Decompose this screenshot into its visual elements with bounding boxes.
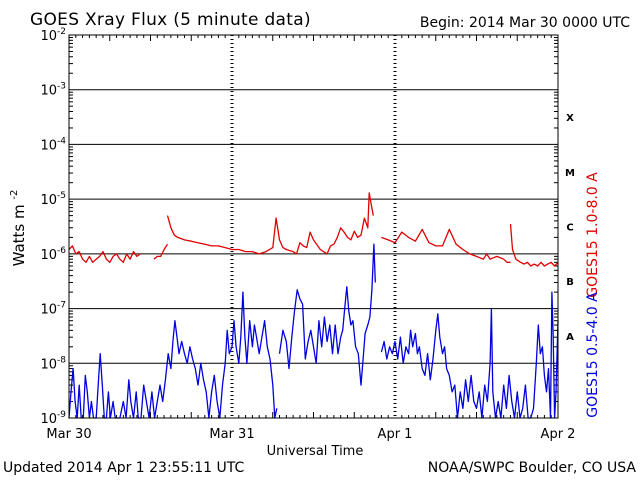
series-layer — [68, 192, 559, 419]
flare-class-label: B — [566, 277, 574, 288]
y-tick-label: 10-6 — [40, 246, 66, 263]
chart-title: GOES Xray Flux (5 minute data) — [30, 10, 311, 30]
source-credit: NOAA/SWPC Boulder, CO USA — [427, 460, 636, 476]
plot-frame — [68, 34, 559, 419]
updated-timestamp: Updated 2014 Apr 1 23:55:11 UTC — [3, 460, 245, 476]
day-separators — [75, 35, 552, 418]
begin-time-label: Begin: 2014 Mar 30 0000 UTC — [419, 15, 630, 31]
long-channel-line — [509, 224, 559, 267]
y-tick-labels: 10-2 10-3 10-4 10-5 10-6 10-7 10-8 10-9 — [40, 27, 66, 427]
y-axis-label-exponent: -2 — [9, 190, 20, 200]
long-channel-line — [153, 243, 169, 260]
long-channel-line — [68, 245, 141, 263]
flare-class-label: A — [566, 332, 574, 343]
flare-class-label: C — [566, 223, 573, 234]
long-channel-line — [166, 192, 374, 255]
x-tick-label: Apr 1 — [378, 427, 413, 442]
x-tick-labels: Mar 30 Mar 31 Apr 1 Apr 2 — [46, 427, 575, 442]
legend-long-channel: GOES15 1.0-8.0 A — [585, 172, 601, 298]
x-tick-label: Mar 30 — [46, 427, 91, 442]
y-tick-label: 10-5 — [40, 191, 66, 208]
x-tick-label: Apr 2 — [541, 427, 576, 442]
flare-class-label: X — [566, 113, 574, 124]
y-tick-label: 10-8 — [40, 355, 66, 372]
y-tick-label: 10-3 — [40, 82, 66, 99]
short-channel-line — [380, 291, 559, 419]
long-channel-line — [381, 228, 511, 263]
y-axis-label: Watts m -2 — [9, 190, 28, 267]
grid — [69, 37, 558, 403]
legend-short-channel: GOES15 0.5-4.0 A — [585, 292, 601, 418]
x-axis-label: Universal Time — [267, 444, 364, 459]
y-tick-label: 10-9 — [40, 410, 66, 427]
x-tick-label: Mar 31 — [209, 427, 254, 442]
flare-class-label: M — [565, 168, 575, 179]
y-tick-label: 10-7 — [40, 301, 66, 318]
y-tick-label: 10-2 — [40, 27, 66, 44]
short-channel-line — [68, 291, 278, 419]
short-channel-line — [278, 243, 376, 386]
flare-class-labels: X M C B A — [565, 113, 575, 343]
y-tick-label: 10-4 — [40, 136, 66, 153]
y-axis-label-text: Watts m — [10, 204, 28, 266]
